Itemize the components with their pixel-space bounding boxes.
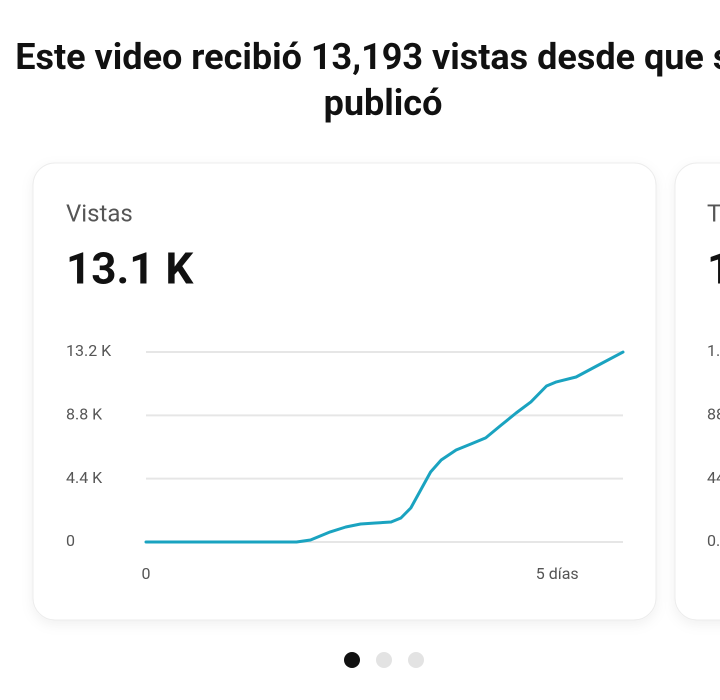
y-tick-label: 8.8 K: [66, 405, 103, 424]
card-value: 13.1 K: [66, 243, 194, 295]
page-dot[interactable]: [408, 652, 424, 668]
line: [144, 350, 625, 544]
y-tick-label: 13.2 K: [66, 341, 112, 360]
next-card-tick: 1.: [707, 341, 720, 360]
page-title: Este video recibió 13,193 vistas desde q…: [15, 36, 720, 124]
next-card-tick: 0.: [707, 531, 720, 550]
next-card[interactable]: [674, 162, 720, 621]
y-tick-label: 0: [66, 531, 75, 550]
page-dot-active[interactable]: [344, 652, 360, 668]
next-card-label: T: [707, 199, 720, 227]
page-dot[interactable]: [376, 652, 392, 668]
next-card-tick: 88: [707, 405, 720, 424]
x-tick-label: 5 días: [536, 564, 579, 583]
card-label: Vistas: [66, 199, 133, 227]
y-tick-label: 4.4 K: [66, 468, 103, 487]
next-card-tick: 44: [707, 468, 720, 487]
next-card-value: 1: [707, 243, 720, 295]
x-tick-label: 0: [142, 564, 151, 583]
chart-card: [32, 162, 657, 621]
